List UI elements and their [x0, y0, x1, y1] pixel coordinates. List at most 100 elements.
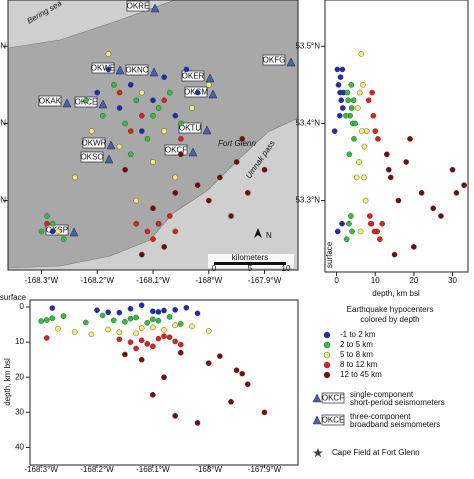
map-event — [150, 205, 156, 212]
lat-section-event — [361, 174, 367, 181]
legend-station-symbol — [312, 415, 322, 425]
north-label: N — [266, 231, 272, 240]
legend-label: 5 to 8 km — [340, 350, 373, 359]
y-tick-label: 0 — [20, 302, 25, 311]
lon-section-event — [172, 338, 178, 345]
lat-section-event — [353, 174, 360, 181]
lon-section-event — [177, 349, 184, 356]
lon-section-event — [138, 302, 145, 309]
y-tick-label: 53.3°N — [0, 196, 6, 205]
legend-swatch — [323, 371, 331, 379]
lat-section-event — [367, 213, 373, 219]
lon-section-event — [205, 360, 212, 366]
map-event — [245, 190, 251, 196]
lat-section-event — [356, 89, 363, 96]
lat-section-event — [337, 74, 344, 80]
station-symbol — [150, 3, 160, 13]
map-event — [116, 143, 123, 150]
station-symbol — [62, 98, 72, 108]
lon-section-event — [161, 333, 167, 339]
station-symbol — [106, 140, 116, 150]
station-box — [82, 137, 106, 149]
map-event — [144, 136, 151, 142]
lat-section-event — [438, 213, 444, 219]
legend-title: colored by depth — [360, 315, 419, 324]
lat-section-event — [377, 236, 383, 242]
place-label: Fort Glenn — [218, 139, 256, 148]
map-event — [127, 82, 134, 88]
lon-section-event — [261, 409, 268, 416]
lat-section-frame — [324, 0, 469, 273]
lat-section-event — [345, 97, 351, 104]
lat-section-event — [344, 89, 351, 96]
lat-section-event — [363, 128, 370, 134]
x-tick-label: -168.1°W — [136, 465, 170, 474]
lat-section-event — [395, 197, 402, 204]
lat-section-event — [385, 166, 392, 173]
lon-section-event — [138, 337, 145, 344]
map-event — [133, 220, 140, 227]
y-tick-label: 20 — [15, 372, 24, 381]
lat-section-event — [336, 112, 343, 119]
legend-station-text: broadband seismometers — [350, 420, 440, 429]
map-event — [205, 82, 212, 88]
map-event — [144, 228, 151, 235]
lat-section-event — [375, 136, 381, 142]
lon-section-event — [150, 324, 156, 331]
lat-section-event — [346, 220, 352, 227]
legend-label: -1 to 2 km — [340, 330, 376, 339]
lat-section-event — [351, 136, 357, 142]
map-event — [172, 112, 179, 119]
lon-section-event — [233, 367, 240, 374]
lon-section-event — [127, 305, 134, 312]
map-event — [122, 120, 128, 127]
x-tick-label: -168.3°W — [24, 465, 58, 474]
lat-section-event — [367, 220, 374, 227]
lon-section-event — [127, 315, 134, 322]
lat-section-event — [418, 190, 425, 196]
map-event — [105, 51, 112, 57]
map-event — [183, 66, 190, 73]
lat-section-event — [384, 151, 390, 158]
map-event — [38, 228, 45, 235]
lat-section-event — [349, 228, 355, 235]
lon-section-event — [166, 334, 173, 341]
lat-section-event — [334, 66, 341, 73]
lat-section-event — [360, 82, 366, 88]
lon-section-event — [116, 336, 123, 343]
lon-section-event — [150, 343, 156, 350]
map-event — [111, 82, 117, 88]
legend-station-text: single-component — [350, 390, 414, 399]
lat-section-event — [338, 97, 345, 104]
map-event — [116, 105, 123, 111]
lat-section-event — [358, 128, 365, 134]
map-event — [161, 128, 167, 134]
lon-section-event — [105, 309, 111, 316]
lat-section-event — [362, 197, 369, 204]
y-tick-label: 53.4°N — [0, 119, 6, 128]
lon-section-event — [150, 308, 156, 315]
lon-section-event — [43, 317, 50, 323]
map-event — [127, 128, 134, 134]
lat-section-event — [343, 236, 350, 242]
map-event — [44, 213, 50, 219]
map-event — [217, 174, 223, 181]
lon-section-event — [138, 356, 145, 363]
lon-section-event — [138, 325, 145, 331]
lat-section-event — [369, 89, 375, 96]
lat-section-event — [339, 66, 346, 73]
map-event — [122, 166, 128, 173]
lat-section-event — [339, 105, 346, 111]
x-tick-label: 20 — [409, 276, 418, 285]
lat-section-event — [449, 166, 456, 173]
station-label: OKSO — [80, 153, 103, 162]
map-event — [60, 236, 67, 242]
station-box — [38, 95, 62, 107]
map-event — [94, 89, 101, 96]
station-label: OKFG — [263, 56, 286, 65]
x-tick-label: -168°W — [195, 465, 222, 474]
map-event — [133, 197, 140, 204]
scale-title: kilometers — [232, 253, 268, 262]
legend-label: 8 to 12 km — [340, 360, 378, 369]
lat-section-event — [331, 128, 338, 134]
